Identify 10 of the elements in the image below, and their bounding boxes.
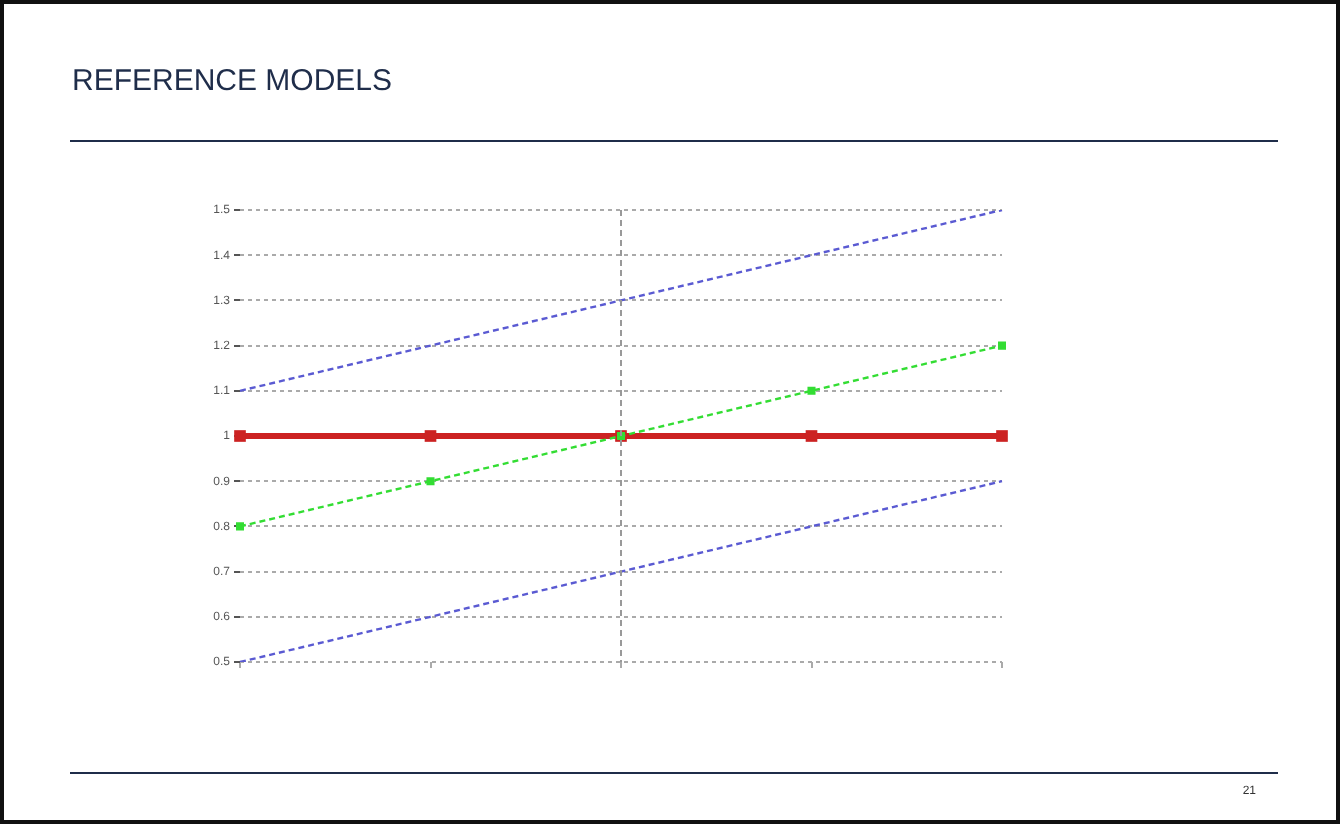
point [234, 430, 246, 442]
line-series [238, 210, 1004, 392]
point [426, 477, 435, 486]
point [996, 430, 1008, 442]
point [807, 386, 816, 395]
chart-title: REFERENCE MODELS [72, 64, 393, 98]
point [805, 430, 818, 442]
line-series [238, 480, 1004, 662]
point [997, 341, 1007, 350]
point [424, 430, 437, 442]
